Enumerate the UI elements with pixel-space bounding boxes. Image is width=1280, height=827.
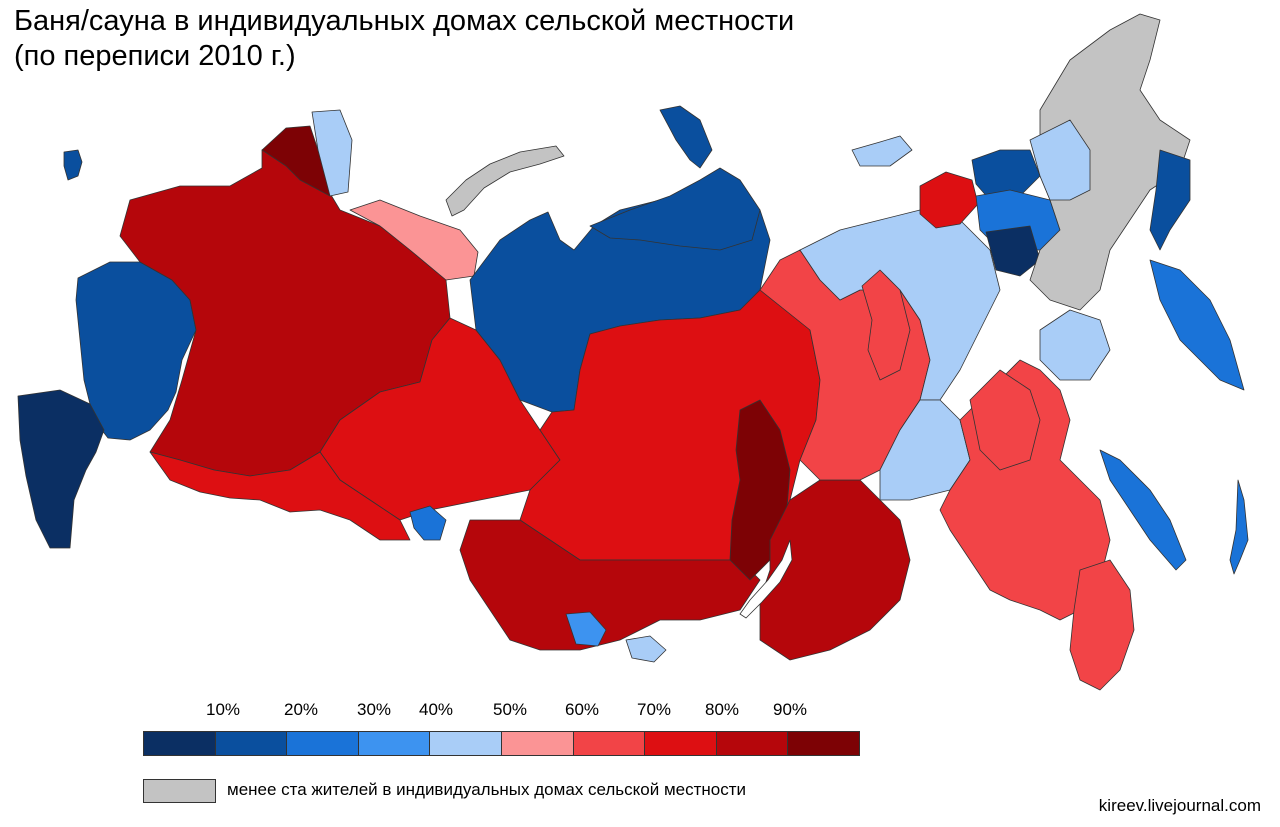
legend-swatch-2	[215, 732, 288, 755]
legend-tick-20: 20%	[283, 700, 319, 719]
legend-swatch-9	[716, 732, 789, 755]
legend-swatch-3	[287, 732, 359, 755]
legend-swatch-4	[358, 732, 431, 755]
region-yakutia-north	[919, 171, 979, 229]
legend-swatch-5	[430, 732, 502, 755]
legend-tick-90: 90%	[772, 700, 808, 719]
legend-tick-30: 30%	[356, 700, 392, 719]
region-kolyma-dark	[985, 225, 1041, 277]
region-arctic-islands	[659, 105, 713, 169]
legend-swatch-6	[501, 732, 574, 755]
legend-tick-40: 40%	[418, 700, 454, 719]
title-line-2: (по переписи 2010 г.)	[14, 40, 296, 72]
legend-tick-50: 50%	[492, 700, 528, 719]
region-kamchatka-south	[1149, 259, 1245, 391]
region-magadan	[1029, 119, 1091, 201]
region-amur-red	[969, 369, 1041, 471]
legend-tick-70: 70%	[636, 700, 672, 719]
region-south-russia	[149, 451, 411, 541]
credit-text: kireev.livejournal.com	[1098, 796, 1261, 815]
region-kurils	[1229, 479, 1249, 575]
region-primorye	[1069, 559, 1135, 691]
region-south-siberia	[459, 519, 761, 651]
region-caucasus-blue	[409, 505, 447, 541]
region-kolyma	[971, 149, 1041, 201]
legend-tick-10: 10%	[205, 700, 241, 719]
title-line-1: Баня/сауна в индивидуальных домах сельск…	[14, 5, 795, 37]
region-amur-blue	[1039, 309, 1111, 381]
legend-nodata-label: менее ста жителей в индивидуальных домах…	[227, 780, 747, 799]
legend-swatch-1	[144, 732, 216, 755]
legend-tick-60: 60%	[564, 700, 600, 719]
region-south-west-blue	[17, 389, 105, 549]
legend-swatch-7	[573, 732, 646, 755]
legend-color-scale	[143, 731, 860, 756]
legend-tick-80: 80%	[704, 700, 740, 719]
region-altai-blue	[565, 611, 607, 647]
region-sakhalin	[1099, 449, 1187, 571]
legend-nodata-swatch	[143, 779, 216, 803]
legend-swatch-10	[788, 732, 859, 755]
region-kaliningrad	[63, 149, 83, 181]
region-yakutia-red	[861, 269, 911, 381]
lake-baikal	[739, 539, 793, 619]
region-kamchatka	[1149, 149, 1191, 251]
region-tuva-blue	[625, 635, 667, 663]
region-chukotka	[1029, 13, 1191, 311]
region-taimyr-north	[589, 167, 761, 251]
region-kola-east	[311, 109, 353, 197]
legend-swatch-8	[645, 732, 717, 755]
page-title: Баня/сауна в индивидуальных домах сельск…	[14, 4, 794, 74]
region-arkhangelsk	[349, 199, 479, 281]
region-severnaya-zemlya	[851, 135, 913, 167]
region-yakutia-east	[799, 209, 1001, 401]
region-novaya-zemlya	[445, 145, 565, 217]
